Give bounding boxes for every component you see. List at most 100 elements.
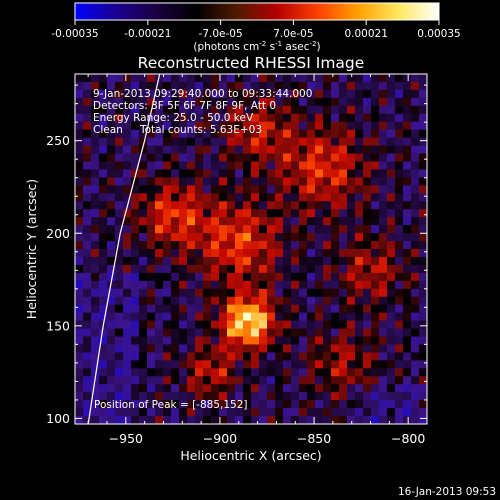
heatmap-cell xyxy=(227,249,236,258)
heatmap-cell xyxy=(251,161,260,171)
heatmap-cell xyxy=(83,296,92,306)
heatmap-cell xyxy=(219,129,228,139)
heatmap-cell xyxy=(419,416,427,424)
heatmap-cell xyxy=(219,376,228,385)
heatmap-cell xyxy=(243,177,252,186)
heatmap-cell xyxy=(211,376,220,385)
heatmap-cell xyxy=(91,81,100,91)
heatmap-cell xyxy=(419,352,427,361)
colorbar-tick-label: 0.00035 xyxy=(417,28,460,40)
heatmap-cell xyxy=(155,89,164,99)
heatmap-cell xyxy=(267,177,276,186)
heatmap-cell xyxy=(163,256,172,266)
heatmap-cell xyxy=(99,145,108,155)
heatmap-cell xyxy=(411,312,420,322)
heatmap-cell xyxy=(115,280,124,290)
heatmap-cell xyxy=(299,74,308,83)
heatmap-cell xyxy=(123,328,132,338)
heatmap-cell xyxy=(243,209,252,218)
heatmap-cell xyxy=(315,233,324,242)
heatmap-cell xyxy=(155,185,164,194)
heatmap-cell xyxy=(75,129,84,139)
heatmap-cell xyxy=(299,296,308,306)
heatmap-cell xyxy=(219,272,228,282)
heatmap-cell xyxy=(355,249,364,258)
heatmap-cell xyxy=(315,360,324,369)
heatmap-cell xyxy=(227,161,236,171)
heatmap-cell xyxy=(283,233,292,242)
heatmap-cell xyxy=(91,336,100,346)
heatmap-cell xyxy=(123,344,132,353)
heatmap-cell xyxy=(203,352,212,361)
heatmap-cell xyxy=(267,161,276,171)
x-tick-label: −900 xyxy=(203,431,237,446)
heatmap-cell xyxy=(75,336,84,346)
heatmap-cell xyxy=(83,74,92,83)
heatmap-cell xyxy=(251,368,260,377)
heatmap-cell xyxy=(131,304,140,314)
heatmap-cell xyxy=(331,336,340,346)
heatmap-cell xyxy=(387,360,396,369)
heatmap-cell xyxy=(387,392,396,401)
heatmap-cell xyxy=(235,360,244,369)
heatmap-cell xyxy=(331,185,340,194)
heatmap-cell xyxy=(163,113,172,123)
heatmap-cell xyxy=(115,344,124,353)
heatmap-cell xyxy=(219,121,228,131)
heatmap-cell xyxy=(331,169,340,178)
heatmap-cell xyxy=(299,97,308,107)
heatmap-cell xyxy=(131,193,140,202)
heatmap-cell xyxy=(131,153,140,163)
heatmap-cell xyxy=(323,74,332,83)
heatmap-cell xyxy=(315,368,324,377)
heatmap-cell xyxy=(147,145,156,155)
heatmap-cell xyxy=(227,280,236,290)
heatmap-cell xyxy=(211,217,220,226)
heatmap-cell xyxy=(99,272,108,282)
heatmap-cell xyxy=(107,352,116,361)
heatmap-cell xyxy=(299,201,308,210)
heatmap-cell xyxy=(123,280,132,290)
heatmap-cell xyxy=(275,137,284,147)
heatmap-cell xyxy=(323,304,332,314)
heatmap-cell xyxy=(259,241,268,250)
heatmap-cell xyxy=(203,328,212,338)
heatmap-cell xyxy=(171,272,180,282)
heatmap-cell xyxy=(323,113,332,123)
heatmap-cell xyxy=(83,360,92,369)
heatmap-cell xyxy=(171,416,180,424)
heatmap-cell xyxy=(387,201,396,210)
heatmap-cell xyxy=(355,384,364,393)
heatmap-cell xyxy=(83,225,92,234)
heatmap-cell xyxy=(235,264,244,274)
heatmap-cell xyxy=(235,105,244,115)
heatmap-cell xyxy=(307,328,316,338)
heatmap-cell xyxy=(259,89,268,99)
heatmap-cell xyxy=(171,384,180,393)
heatmap-cell xyxy=(323,256,332,266)
heatmap-cell xyxy=(395,312,404,322)
heatmap-cell xyxy=(291,368,300,377)
heatmap-cell xyxy=(227,296,236,306)
heatmap-cell xyxy=(395,185,404,194)
heatmap-cell xyxy=(163,153,172,163)
heatmap-cell xyxy=(283,360,292,369)
heatmap-cell xyxy=(91,241,100,250)
heatmap-cell xyxy=(99,217,108,226)
chart-title: Reconstructed RHESSI Image xyxy=(138,54,365,72)
heatmap-cell xyxy=(187,336,196,346)
heatmap-cell xyxy=(219,193,228,202)
heatmap-cell xyxy=(243,304,252,314)
heatmap-cell xyxy=(195,392,204,401)
heatmap-cell xyxy=(323,81,332,91)
heatmap-cell xyxy=(187,264,196,274)
heatmap-cell xyxy=(179,201,188,210)
heatmap-cell xyxy=(339,256,348,266)
heatmap-cell xyxy=(123,241,132,250)
heatmap-cell xyxy=(315,352,324,361)
heatmap-cell xyxy=(259,256,268,266)
heatmap-cell xyxy=(339,177,348,186)
heatmap-cell xyxy=(347,129,356,139)
heatmap-cell xyxy=(211,89,220,99)
heatmap-cell xyxy=(331,352,340,361)
